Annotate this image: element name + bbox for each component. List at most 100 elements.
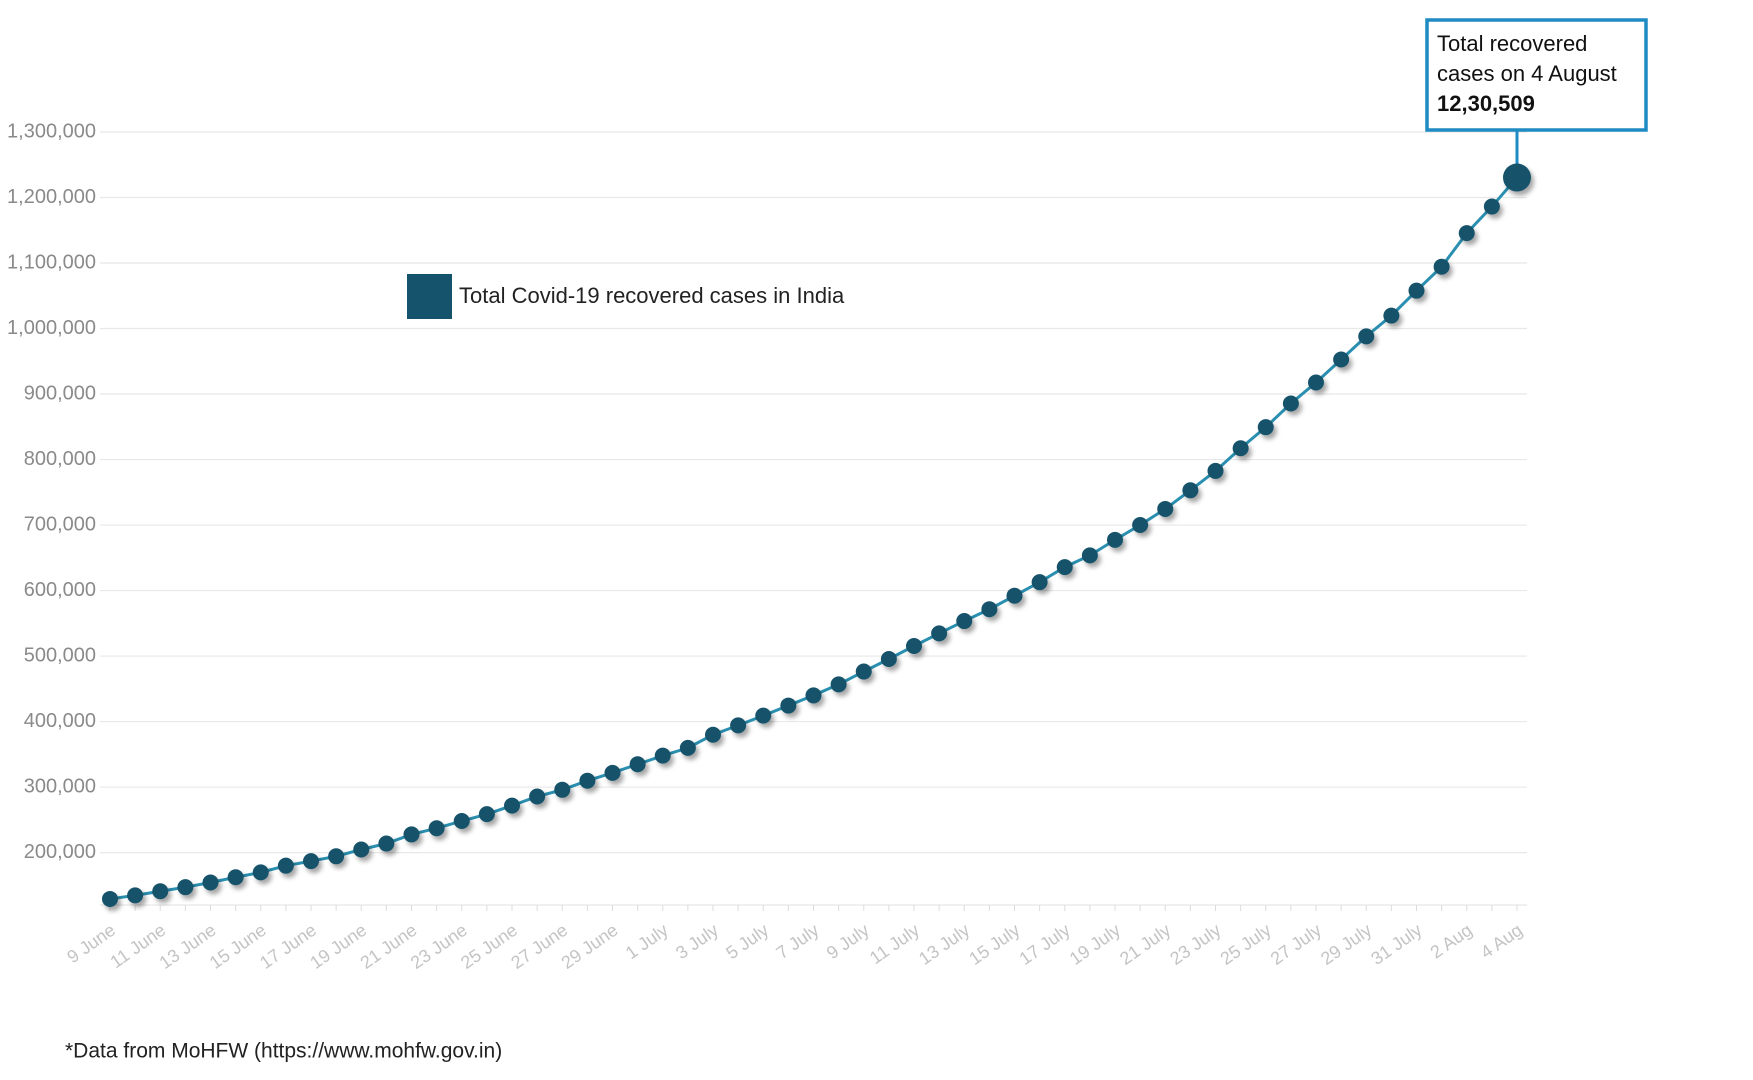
x-tick-label: 9 July	[823, 920, 873, 963]
data-point	[1081, 547, 1098, 564]
data-point	[102, 890, 118, 907]
data-point	[780, 697, 797, 714]
data-point	[529, 788, 546, 805]
data-point	[428, 820, 445, 837]
data-point	[956, 613, 973, 630]
x-tick-label: 27 June	[507, 920, 571, 973]
x-tick-label: 13 July	[915, 920, 973, 969]
data-point	[303, 853, 319, 870]
y-tick-label: 1,100,000	[7, 251, 96, 273]
data-point	[1056, 559, 1073, 576]
data-point	[730, 717, 747, 734]
x-tick-label: 23 July	[1166, 920, 1224, 969]
annotation-value: 12,30,509	[1437, 91, 1535, 116]
data-point	[353, 841, 370, 858]
data-point	[1358, 328, 1375, 345]
x-tick-label: 25 June	[457, 920, 521, 973]
x-tick-label: 4 Aug	[1477, 920, 1526, 963]
legend-label: Total Covid-19 recovered cases in India	[459, 283, 845, 308]
data-point	[705, 726, 721, 743]
x-tick-label: 5 July	[722, 920, 772, 963]
data-point	[1157, 500, 1174, 517]
x-tick-label: 2 Aug	[1427, 920, 1476, 963]
data-point	[328, 848, 345, 865]
data-point	[931, 625, 948, 642]
data-point	[127, 887, 144, 904]
data-point	[504, 797, 520, 814]
data-point	[629, 756, 646, 773]
data-point	[453, 813, 470, 830]
x-tick-label: 1 July	[622, 920, 672, 963]
footnote: *Data from MoHFW (https://www.mohfw.gov.…	[65, 1040, 502, 1063]
data-point	[554, 781, 571, 798]
data-point	[755, 707, 772, 724]
annotation-text: Total recovered	[1437, 31, 1587, 56]
x-tick-label: 29 June	[558, 920, 622, 973]
x-tick-label: 21 June	[357, 920, 421, 973]
data-point	[1483, 198, 1500, 215]
data-point	[227, 869, 244, 886]
data-point	[1006, 587, 1023, 604]
annotation-box	[1425, 18, 1648, 132]
x-tick-label: 15 July	[965, 920, 1023, 969]
data-point	[1182, 482, 1199, 499]
x-tick-label: 29 July	[1317, 920, 1375, 969]
data-point	[177, 879, 194, 896]
data-point	[1031, 574, 1048, 591]
x-tick-label: 7 July	[773, 920, 823, 963]
y-tick-label: 500,000	[24, 644, 96, 666]
x-tick-label: 15 June	[206, 920, 270, 973]
x-tick-label: 27 July	[1267, 920, 1325, 969]
y-tick-label: 200,000	[24, 841, 96, 863]
x-tick-label: 11 July	[866, 920, 923, 968]
highlight-point	[1503, 163, 1531, 192]
data-point	[1333, 351, 1350, 368]
data-point	[478, 806, 495, 823]
data-point	[1408, 282, 1425, 299]
x-tick-label: 17 July	[1016, 920, 1074, 969]
y-tick-label: 1,000,000	[7, 317, 96, 339]
x-tick-label: 19 June	[306, 920, 370, 973]
data-point	[906, 637, 922, 654]
data-point	[579, 772, 596, 789]
y-tick-label: 300,000	[24, 775, 96, 797]
x-tick-label: 23 June	[407, 920, 471, 973]
y-tick-label: 600,000	[24, 579, 96, 601]
data-point	[679, 739, 696, 756]
data-point	[1257, 419, 1274, 436]
legend-swatch	[407, 274, 452, 319]
data-point	[1433, 258, 1450, 275]
data-point	[1282, 395, 1299, 412]
x-tick-label: 3 July	[672, 920, 722, 963]
data-point	[202, 874, 219, 891]
data-point	[805, 687, 822, 704]
y-tick-label: 700,000	[24, 513, 96, 535]
data-point	[654, 747, 671, 764]
y-tick-label: 1,300,000	[7, 120, 96, 142]
data-point	[880, 651, 897, 668]
data-point	[152, 883, 169, 900]
x-tick-label: 19 July	[1066, 920, 1124, 969]
annotation-text: cases on 4 August	[1437, 61, 1617, 86]
data-point	[1107, 531, 1123, 548]
data-point	[403, 826, 420, 843]
y-tick-label: 800,000	[24, 448, 96, 470]
data-point	[981, 601, 998, 618]
data-point	[1207, 462, 1224, 479]
data-point	[855, 663, 872, 680]
y-tick-label: 400,000	[24, 710, 96, 732]
x-tick-label: 21 July	[1116, 920, 1174, 969]
x-tick-label: 13 June	[156, 920, 220, 973]
y-tick-label: 1,200,000	[7, 186, 96, 208]
x-tick-label: 17 June	[256, 920, 320, 973]
data-point	[378, 835, 395, 852]
data-point	[1308, 374, 1324, 391]
y-tick-label: 900,000	[24, 382, 96, 404]
data-point	[1232, 440, 1249, 457]
x-tick-label: 25 July	[1217, 920, 1275, 969]
data-point	[252, 864, 269, 881]
data-point	[830, 676, 847, 693]
x-tick-label: 31 July	[1367, 920, 1425, 969]
data-point	[1383, 307, 1400, 324]
